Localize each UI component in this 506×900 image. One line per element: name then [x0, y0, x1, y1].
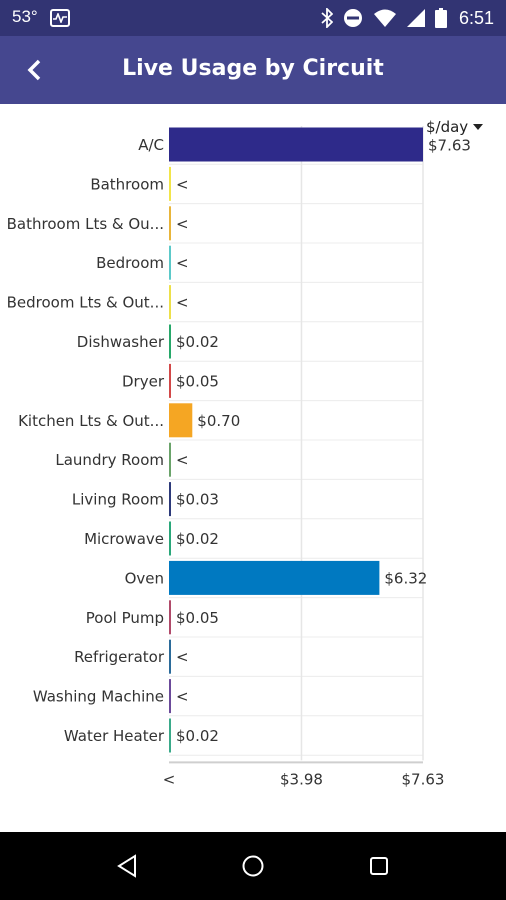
category-label: Oven — [125, 569, 164, 587]
bar — [169, 127, 423, 162]
back-button[interactable] — [14, 50, 54, 90]
category-label: Bedroom Lts & Out... — [7, 294, 164, 312]
signal-icon — [406, 9, 425, 27]
category-label: Bathroom Lts & Ou... — [7, 215, 164, 233]
value-label: $0.70 — [197, 412, 240, 430]
bar — [169, 442, 171, 477]
bar — [169, 363, 171, 398]
category-label: Dryer — [122, 372, 165, 390]
bar — [169, 600, 171, 635]
caret-down-icon — [473, 124, 484, 130]
nav-recents-button[interactable] — [359, 846, 399, 886]
page-title: Live Usage by Circuit — [122, 56, 384, 81]
temperature: 53° — [12, 7, 38, 26]
bar — [169, 245, 171, 280]
category-label: Dishwasher — [77, 333, 165, 351]
unit-label: $/day — [426, 118, 469, 136]
bar — [169, 324, 171, 359]
status-icons: 6:51 — [311, 6, 494, 30]
category-label: Bathroom — [90, 175, 164, 193]
value-label: $0.02 — [176, 727, 219, 745]
category-label: Washing Machine — [33, 688, 164, 706]
bar — [169, 718, 171, 753]
value-label: $0.03 — [176, 491, 219, 509]
battery-icon — [434, 8, 447, 28]
activity-icon — [50, 9, 70, 27]
value-label: < — [176, 215, 189, 233]
value-label: $0.02 — [176, 333, 219, 351]
value-label: $0.05 — [176, 372, 219, 390]
bar — [169, 482, 171, 517]
bar — [169, 206, 171, 241]
category-label: Pool Pump — [86, 609, 164, 627]
nav-recents-icon — [370, 857, 388, 875]
nav-home-icon — [242, 855, 264, 877]
unit-dropdown[interactable]: $/day — [426, 116, 484, 138]
value-label: < — [176, 294, 189, 312]
category-label: Water Heater — [64, 727, 165, 745]
value-label: $7.63 — [428, 137, 471, 155]
category-label: Refrigerator — [74, 648, 165, 666]
category-label: Bedroom — [96, 254, 164, 272]
bar — [169, 679, 171, 714]
value-label: $6.32 — [384, 569, 427, 587]
status-bar: 53° 6:51 — [0, 0, 506, 36]
value-label: < — [176, 254, 189, 272]
value-label: < — [176, 648, 189, 666]
bar — [169, 403, 193, 438]
nav-home-button[interactable] — [233, 846, 273, 886]
bar — [169, 521, 171, 556]
wifi-icon — [373, 9, 397, 27]
nav-back-button[interactable] — [107, 846, 147, 886]
value-label: < — [176, 688, 189, 706]
category-label: Living Room — [72, 491, 164, 509]
x-tick-label: $3.98 — [280, 770, 323, 788]
category-label: Microwave — [84, 530, 164, 548]
value-label: $0.05 — [176, 609, 219, 627]
category-label: Kitchen Lts & Out... — [18, 412, 164, 430]
clock: 6:51 — [458, 7, 494, 28]
do-not-disturb-icon — [343, 8, 363, 28]
nav-back-icon — [117, 854, 136, 878]
system-nav-bar — [0, 832, 506, 900]
bar — [169, 166, 171, 201]
x-tick-label: $7.63 — [402, 770, 445, 788]
category-label: A/C — [138, 136, 164, 154]
x-tick-label: < — [163, 770, 176, 788]
bar — [169, 560, 380, 595]
chart-area: A/C $7.63 Bathroom < Bathroom Lts & Ou... < Be… — [0, 104, 506, 832]
usage-bar-chart: A/C $7.63 Bathroom < Bathroom Lts & Ou... < Be… — [7, 126, 471, 788]
value-label: $0.02 — [176, 530, 219, 548]
value-label: < — [176, 175, 189, 193]
bar — [169, 639, 171, 674]
bluetooth-icon — [321, 8, 333, 28]
app-bar: Live Usage by Circuit — [0, 36, 506, 104]
value-label: < — [176, 451, 189, 469]
chevron-left-icon — [27, 59, 41, 81]
category-label: Laundry Room — [55, 451, 164, 469]
bar — [169, 285, 171, 320]
